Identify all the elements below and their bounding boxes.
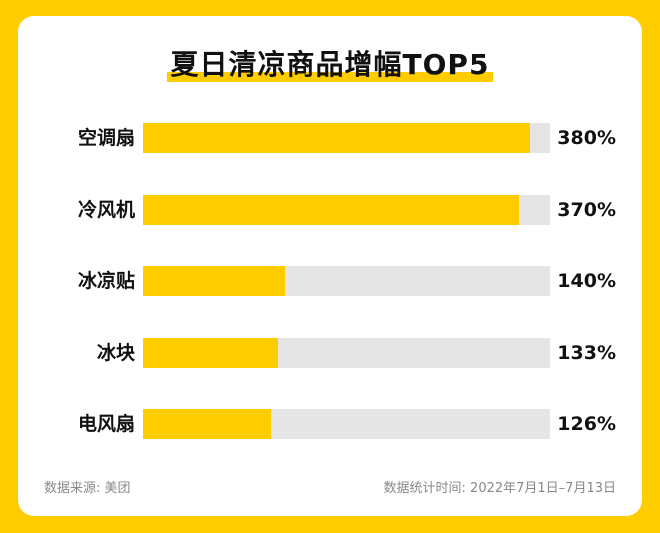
value-label: 133%: [557, 341, 616, 364]
bar: [143, 123, 530, 153]
value-label: 370%: [557, 198, 616, 221]
category-label: 电风扇: [77, 413, 135, 435]
chart-title-box: 夏日清凉商品增幅TOP5: [166, 48, 494, 82]
category-label: 空调扇: [77, 127, 135, 149]
value-label: 140%: [557, 270, 616, 292]
value-label: 380%: [557, 127, 616, 149]
footer-period: 数据统计时间: 2022年7月1日–7月13日: [383, 481, 616, 496]
bar: [143, 409, 272, 439]
chart-card: 夏日清凉商品增幅TOP5 空调扇 380% 冷风机 370% 冰凉贴 140% 冰块 133%…: [18, 16, 642, 516]
bar: [143, 337, 279, 368]
title-wrap: 夏日清凉商品增幅TOP5: [18, 48, 642, 82]
bar: [143, 194, 520, 225]
value-label: 126%: [557, 413, 616, 435]
title-highlight: [166, 72, 494, 82]
category-label: 冰块: [96, 341, 135, 364]
category-label: 冰凉贴: [77, 270, 135, 292]
category-label: 冷风机: [77, 198, 135, 221]
footer-source: 数据来源: 美团: [44, 481, 131, 496]
chart-title: 夏日清凉商品增幅TOP5: [170, 48, 490, 81]
bar: [143, 266, 286, 296]
